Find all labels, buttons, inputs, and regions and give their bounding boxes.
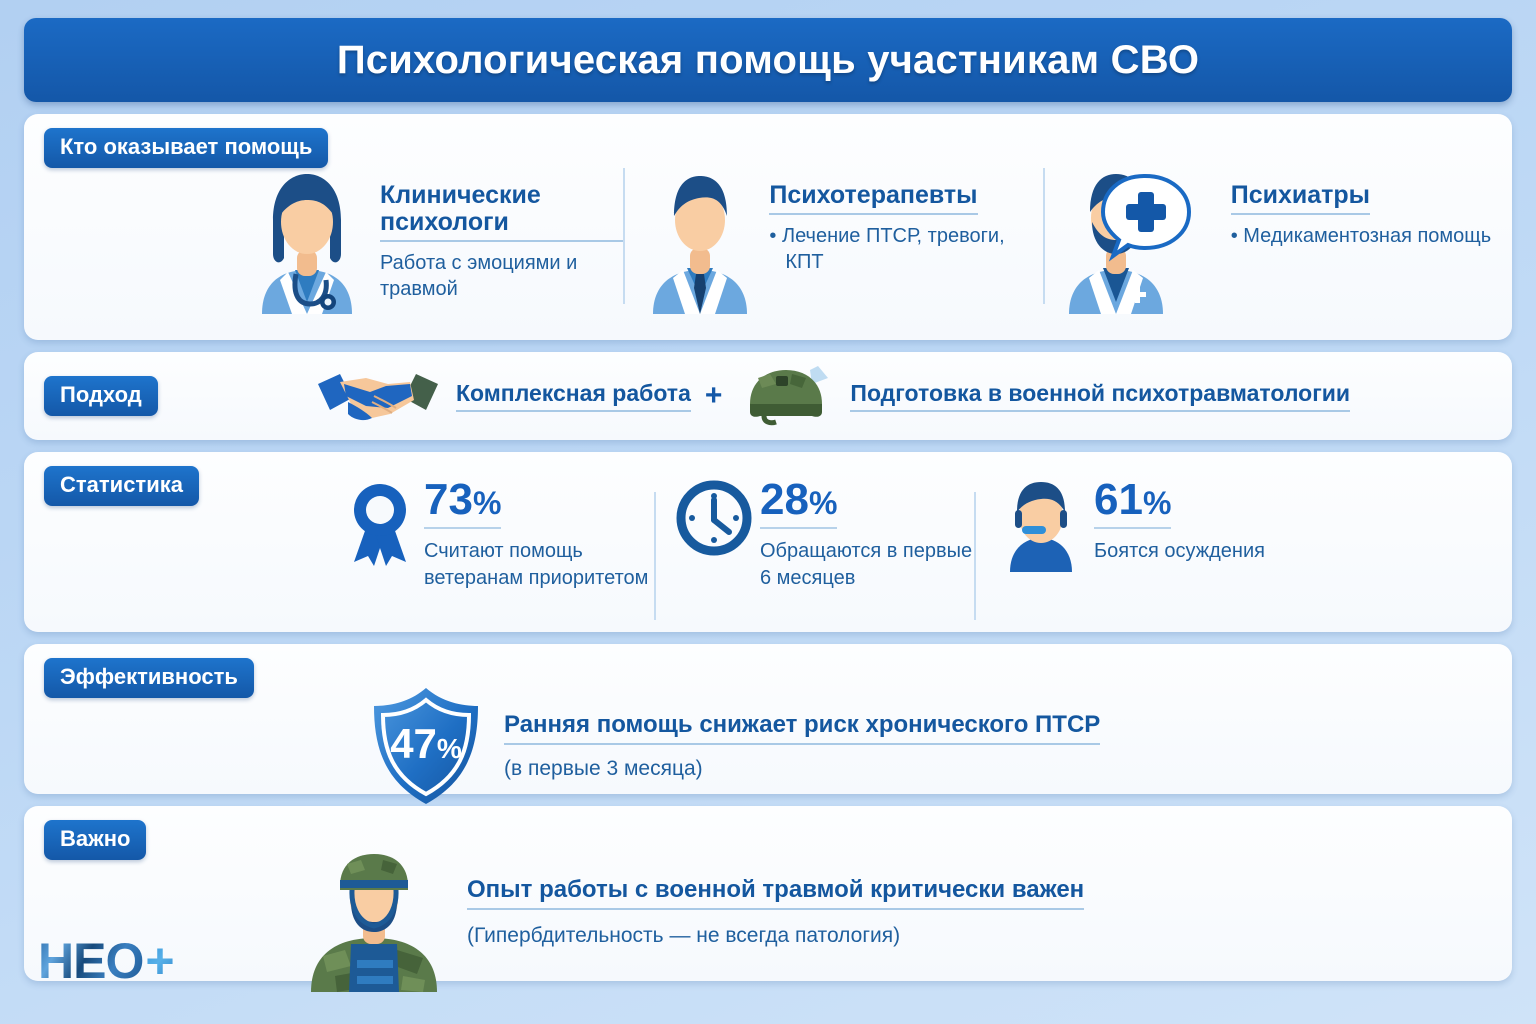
stat-number-28: 28 (760, 475, 809, 524)
stat-text-28: 28% Обращаются в первые 6 месяцев (760, 476, 974, 592)
provider-text-3: Психиатры Медикаментозная помощь (1230, 162, 1491, 249)
providers-row: Клинические психологи Работа с эмоциями … (44, 162, 1492, 328)
provider-psychotherapists: Психотерапевты Лечение ПТСР, тревоги, КП… (623, 162, 1042, 319)
stat-number-61: 61 (1094, 475, 1143, 524)
logo-plus-icon: + (145, 933, 174, 989)
shield-icon: 47% (364, 684, 488, 813)
award-ribbon-icon (344, 476, 416, 571)
provider-text-2: Психотерапевты Лечение ПТСР, тревоги, КП… (769, 162, 1039, 275)
approach-right-label: Подготовка в военной психотравматологии (850, 380, 1351, 412)
important-chip: Важно (44, 820, 147, 860)
important-text: Опыт работы с военной травмой критически… (467, 852, 1085, 948)
approach-chip: Подход (44, 376, 158, 416)
effectiveness-title: Ранняя помощь снижает риск хронического … (504, 711, 1101, 745)
important-card: Важно (24, 806, 1512, 992)
stat-item-28: 28% Обращаются в первые 6 месяцев (654, 476, 974, 620)
plus-icon: + (704, 379, 723, 412)
stat-text-61: 61% Боятся осуждения (1094, 476, 1265, 565)
approach-left-label: Комплексная работа (456, 380, 691, 412)
effectiveness-chip: Эффективность (44, 658, 254, 698)
stat-value-61: 61% (1094, 475, 1172, 529)
stat-number-73: 73 (424, 475, 473, 524)
effectiveness-subtitle: (в первые 3 месяца) (504, 757, 703, 780)
clock-icon (676, 476, 752, 561)
statistics-card: Статистика 73% Считают помощь ветеранам … (24, 452, 1512, 632)
stat-value-73: 73% (424, 475, 502, 529)
stat-text-73: 73% Считают помощь ветеранам приоритетом (424, 476, 654, 592)
approach-chip-wrap: Подход (44, 376, 314, 416)
important-title: Опыт работы с военной травмой критически… (467, 876, 1085, 910)
male-therapist-avatar (641, 162, 759, 319)
stat-item-73: 73% Считают помощь ветеранам приоритетом (344, 476, 654, 592)
stat-percent-61: % (1142, 485, 1172, 521)
providers-card: Кто оказывает помощь (24, 114, 1512, 340)
brand-logo: НЕО + (38, 933, 175, 989)
provider-desc-1: Работа с эмоциями и травмой (380, 252, 578, 300)
bearded-psychiatrist-avatar (1061, 162, 1221, 319)
handshake-icon (314, 362, 442, 431)
statistics-row: 73% Считают помощь ветеранам приоритетом (44, 476, 1492, 636)
approach-card: Подход Комплексная работа + (24, 352, 1512, 440)
important-row: Опыт работы с военной травмой критически… (44, 852, 1492, 992)
important-subtitle: (Гипербдительность — не всегда патология… (467, 924, 901, 947)
statistics-chip: Статистика (44, 466, 199, 506)
stat-item-61: 61% Боятся осуждения (974, 476, 1304, 620)
stat-label-73: Считают помощь ветеранам приоритетом (424, 540, 649, 589)
providers-chip: Кто оказывает помощь (44, 128, 329, 168)
provider-title-3: Психиатры (1230, 182, 1371, 215)
person-headset-icon (996, 476, 1086, 577)
stat-label-61: Боятся осуждения (1094, 540, 1265, 562)
provider-title-2: Психотерапевты (769, 182, 978, 215)
provider-clinical-psychologists: Клинические психологи Работа с эмоциями … (44, 162, 624, 319)
logo-text: НЕО (38, 933, 144, 989)
provider-desc-2: Лечение ПТСР, тревоги, КПТ (769, 223, 1039, 275)
effectiveness-card: Эффективность 47% Ранн (24, 644, 1512, 804)
stat-percent-73: % (472, 485, 502, 521)
page-header: Психологическая помощь участникам СВО (24, 18, 1512, 102)
military-helmet-icon (736, 362, 836, 431)
female-psychologist-avatar (244, 162, 370, 319)
provider-text-1: Клинические психологи Работа с эмоциями … (380, 162, 624, 302)
provider-title-1: Клинические психологи (380, 182, 624, 242)
stat-label-28: Обращаются в первые 6 месяцев (760, 540, 973, 589)
stat-value-28: 28% (760, 475, 838, 529)
soldier-avatar (299, 852, 449, 997)
effectiveness-row: 47% Ранняя помощь снижает риск хроническ… (44, 687, 1492, 804)
provider-desc-3: Медикаментозная помощь (1231, 223, 1491, 249)
effectiveness-text: Ранняя помощь снижает риск хронического … (504, 711, 1101, 785)
stat-percent-28: % (808, 485, 838, 521)
approach-body: Комплексная работа + Подготовка в военно… (314, 362, 1351, 431)
page-title: Психологическая помощь участникам СВО (336, 37, 1200, 82)
provider-psychiatrists: Психиатры Медикаментозная помощь (1042, 162, 1492, 319)
